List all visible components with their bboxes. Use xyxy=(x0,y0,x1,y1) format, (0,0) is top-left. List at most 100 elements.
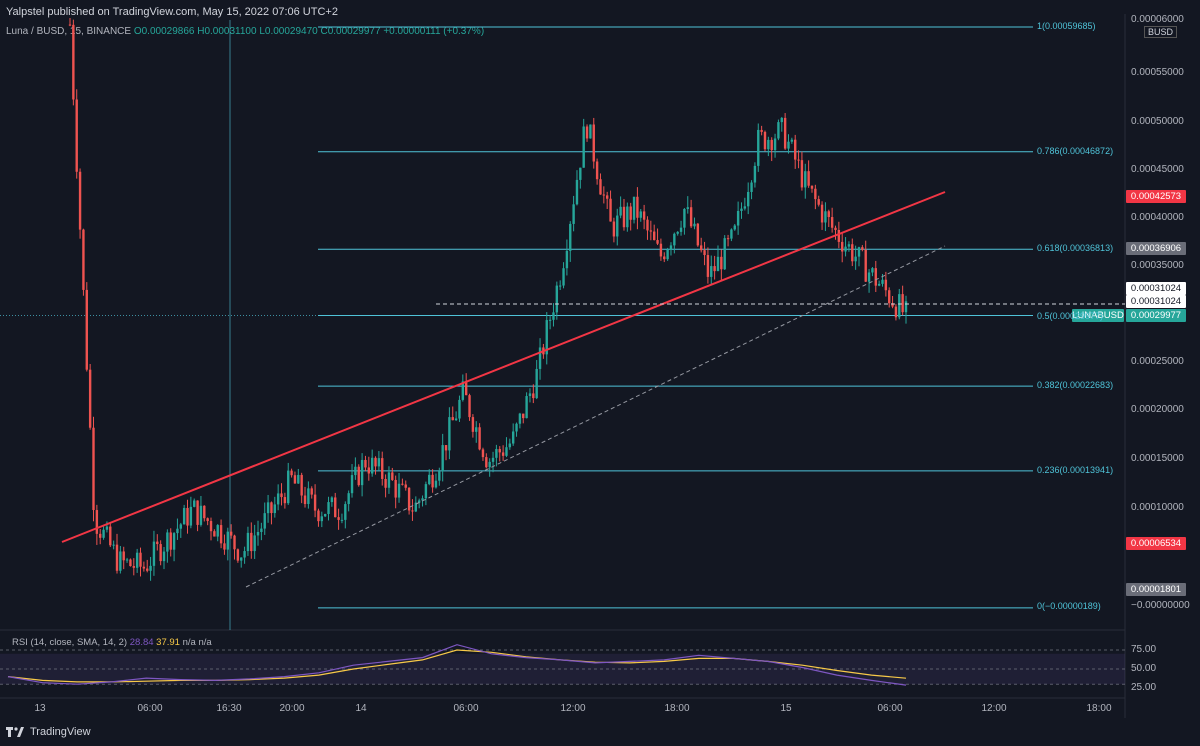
candle-body xyxy=(367,467,371,474)
candle-body xyxy=(88,369,92,428)
candle-body xyxy=(904,301,908,313)
candle-body xyxy=(85,289,88,370)
candle-body xyxy=(179,524,182,529)
candle-body xyxy=(545,320,548,355)
candle-body xyxy=(478,427,481,450)
candle-body xyxy=(461,381,465,400)
candle-body xyxy=(169,532,172,550)
candle-body xyxy=(753,165,757,183)
candle-body xyxy=(518,413,522,424)
candle-body xyxy=(884,279,888,291)
candle-body xyxy=(468,395,471,418)
candle-body xyxy=(612,221,616,237)
symbol-text[interactable]: Luna / BUSD, 15, BINANCE xyxy=(6,26,132,37)
candle-body xyxy=(159,544,162,562)
candle-body xyxy=(172,533,176,550)
fib-label: 0.236(0.00013941) xyxy=(1037,465,1114,475)
candle-body xyxy=(471,417,475,432)
fib-label: 0.618(0.00036813) xyxy=(1037,243,1114,253)
candle-body xyxy=(676,231,679,234)
candle-body xyxy=(105,526,109,530)
candle-body xyxy=(894,306,898,318)
candle-body xyxy=(250,532,253,552)
symbol-info: Luna / BUSD, 15, BINANCE O0.00029866 H0.… xyxy=(6,26,484,37)
candle-body xyxy=(135,552,139,568)
candle-body xyxy=(438,471,441,481)
price-tick: −0.00000000 xyxy=(1131,600,1190,611)
candle-body xyxy=(877,283,881,286)
candle-body xyxy=(203,505,206,519)
candle-body xyxy=(176,528,179,534)
candle-body xyxy=(360,459,364,486)
ohlc-values: O0.00029866 H0.00031100 L0.00029470 C0.0… xyxy=(133,26,485,37)
candle-body xyxy=(152,541,156,566)
time-tick: 12:00 xyxy=(560,703,586,714)
price-tag: 0.00029977 xyxy=(1126,309,1186,322)
candle-body xyxy=(162,551,166,562)
candle-body xyxy=(585,126,589,139)
candle-body xyxy=(515,423,518,432)
price-tag: 0.00031024 xyxy=(1126,282,1186,295)
currency-label[interactable]: BUSD xyxy=(1144,26,1178,38)
candle-body xyxy=(770,139,773,151)
candle-body xyxy=(867,272,871,282)
candle-body xyxy=(229,531,233,536)
candle-body xyxy=(703,250,706,256)
candle-body xyxy=(223,543,226,550)
rsi-na: n/a n/a xyxy=(182,637,212,648)
candle-body xyxy=(572,204,575,224)
candle-body xyxy=(129,559,132,567)
time-tick: 18:00 xyxy=(664,703,690,714)
time-tick: 16:30 xyxy=(216,703,242,714)
candle-body xyxy=(777,122,780,139)
candle-body xyxy=(898,294,901,318)
price-tick: 0.00040000 xyxy=(1131,212,1184,223)
rsi-sma-value: 37.91 xyxy=(156,637,180,648)
candle-body xyxy=(68,24,72,26)
price-tag: 0.00036906 xyxy=(1126,242,1186,255)
candle-body xyxy=(142,566,146,569)
candle-body xyxy=(844,246,847,252)
time-tick: 15 xyxy=(780,703,792,714)
price-tick: 0.00025000 xyxy=(1131,356,1184,367)
candle-body xyxy=(317,510,320,522)
candle-body xyxy=(616,215,619,237)
candle-body xyxy=(747,191,750,207)
candle-body xyxy=(485,457,488,468)
candle-body xyxy=(629,206,632,220)
candle-body xyxy=(213,531,216,537)
candle-body xyxy=(569,223,572,251)
candle-body xyxy=(115,544,119,571)
candle-body xyxy=(240,557,243,561)
candle-body xyxy=(149,565,152,571)
candle-body xyxy=(290,470,293,476)
candle-body xyxy=(303,495,307,505)
candle-body xyxy=(673,233,676,246)
candle-body xyxy=(404,484,407,488)
candle-body xyxy=(347,493,350,505)
candle-body xyxy=(374,457,377,467)
time-tick: 06:00 xyxy=(877,703,903,714)
price-tick: 0.00020000 xyxy=(1131,404,1184,415)
candle-body xyxy=(263,513,266,529)
fib-label: 0.786(0.00046872) xyxy=(1037,146,1114,156)
candle-body xyxy=(699,245,703,251)
time-tick: 14 xyxy=(355,703,367,714)
candle-body xyxy=(797,159,800,161)
candle-body xyxy=(498,449,501,453)
candle-body xyxy=(508,443,512,448)
candle-body xyxy=(841,241,844,252)
candle-body xyxy=(642,211,646,220)
candle-body xyxy=(280,493,283,498)
price-tag: 0.00031024 xyxy=(1126,295,1186,308)
candle-body xyxy=(767,139,770,150)
candle-body xyxy=(834,227,837,230)
candle-body xyxy=(807,171,810,186)
candle-body xyxy=(888,290,891,304)
candle-body xyxy=(857,247,861,257)
candle-body xyxy=(381,458,384,479)
rsi-tick: 75.00 xyxy=(1131,644,1157,655)
candle-body xyxy=(186,507,189,526)
candle-body xyxy=(827,211,830,218)
